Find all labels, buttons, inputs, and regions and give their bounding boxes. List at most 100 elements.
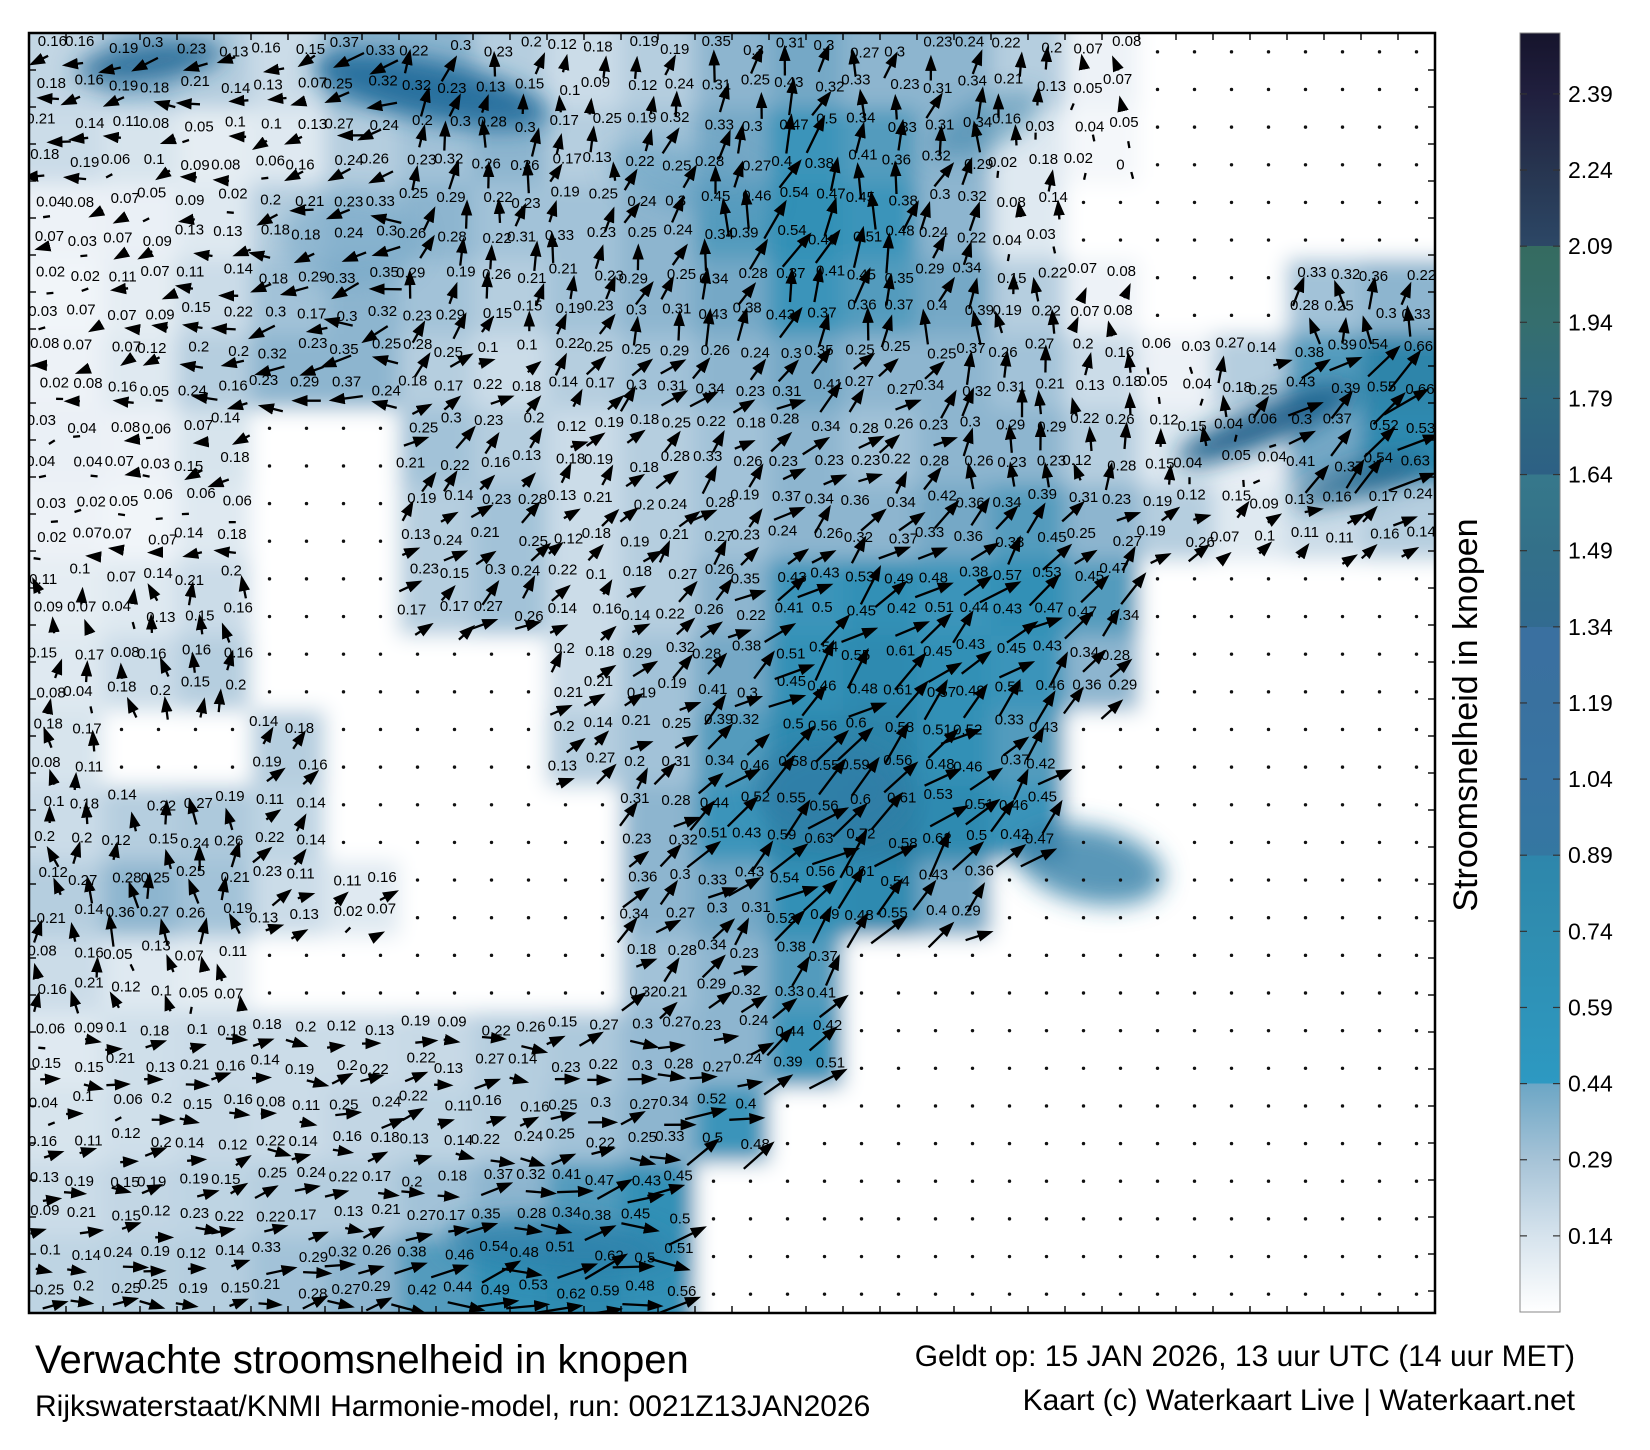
- land-grid-dot: [1340, 840, 1345, 845]
- speed-value-label: 0.17: [440, 598, 469, 615]
- land-grid-dot: [896, 1179, 901, 1183]
- speed-value-label: 0.07: [214, 985, 243, 1002]
- current-accent-blob: [1293, 453, 1427, 507]
- speed-value-label: 0.25: [927, 346, 956, 363]
- current-arrow: [924, 768, 963, 787]
- speed-value-label: 0.16: [75, 71, 104, 88]
- speed-value-label: 0.14: [251, 1051, 280, 1068]
- speed-value-label: 0.3: [337, 308, 358, 325]
- current-arrow: [778, 159, 802, 189]
- speed-value-label: 0.02: [218, 185, 247, 202]
- land-grid-dot: [267, 991, 272, 995]
- land-grid-dot: [1303, 727, 1308, 732]
- current-arrow: [220, 356, 245, 369]
- current-arrow: [570, 440, 589, 452]
- current-arrow: [1047, 308, 1060, 334]
- speed-value-label: 0.09: [145, 307, 174, 324]
- current-arrow: [962, 683, 988, 719]
- speed-value-label: 0.15: [28, 644, 57, 661]
- current-arrow: [405, 1232, 434, 1244]
- speed-value-label: 0.13: [290, 906, 319, 923]
- land-grid-dot: [600, 840, 605, 845]
- current-arrow: [627, 1073, 658, 1085]
- current-arrow: [1103, 461, 1115, 491]
- current-arrow: [774, 664, 816, 681]
- speed-value-label: 0.3: [590, 1094, 611, 1111]
- speed-value-label: 0.66: [1405, 381, 1434, 398]
- speed-value-label: 0.33: [1401, 306, 1430, 323]
- current-arrow: [634, 281, 654, 306]
- current-arrow: [1163, 463, 1176, 485]
- speed-value-label: 0.07: [175, 947, 204, 964]
- speed-value-label: 0.43: [698, 306, 727, 323]
- speed-value-label: 0.07: [107, 307, 136, 324]
- current-arrow: [485, 244, 497, 270]
- current-arrow: [776, 399, 807, 411]
- speed-value-label: 0.02: [77, 494, 106, 511]
- speed-value-label: 0.04: [36, 193, 65, 210]
- land-grid-dot: [1007, 1066, 1012, 1070]
- land-grid-dot: [1266, 690, 1271, 694]
- speed-value-label: 0.36: [1072, 677, 1101, 694]
- current-arrow: [439, 120, 451, 151]
- land-grid-dot: [1340, 1066, 1345, 1070]
- land-grid-dot: [341, 652, 346, 656]
- speed-value-label: 0.42: [928, 488, 957, 505]
- current-arrow: [1188, 366, 1194, 375]
- current-arrow: [1121, 545, 1136, 572]
- current-arrow: [238, 575, 251, 599]
- current-arrow: [621, 1222, 660, 1234]
- speed-value-label: 0.08: [65, 194, 94, 211]
- speed-value-label: 0.3: [1376, 305, 1397, 322]
- current-arrow: [181, 321, 203, 333]
- speed-value-label: 0.44: [960, 599, 989, 616]
- speed-value-label: 0.37: [884, 297, 913, 314]
- speed-value-label: 0.23: [622, 831, 651, 848]
- land-grid-dot: [711, 1217, 716, 1221]
- land-grid-dot: [1044, 1179, 1049, 1183]
- speed-value-label: 0.04: [63, 683, 92, 700]
- speed-value-label: 0.11: [109, 269, 137, 286]
- land-grid-dot: [1414, 727, 1419, 732]
- speed-value-label: 0.26: [705, 561, 734, 578]
- land-grid-dot: [1155, 878, 1160, 882]
- land-grid-dot: [1414, 1292, 1419, 1296]
- speed-value-label: 0.2: [221, 562, 242, 579]
- speed-value-label: 0.19: [627, 684, 656, 701]
- current-arrow: [895, 399, 922, 411]
- speed-value-label: 0.22: [473, 376, 502, 393]
- speed-value-label: 0.46: [1036, 677, 1065, 694]
- land-grid-dot: [933, 1254, 938, 1259]
- speed-value-label: 0.24: [514, 1128, 543, 1145]
- land-grid-dot: [341, 840, 346, 845]
- land-grid-dot: [1303, 1066, 1308, 1070]
- speed-value-label: 0.3: [450, 37, 471, 54]
- current-arrow: [217, 876, 229, 901]
- current-arrow: [659, 879, 678, 906]
- land-grid-dot: [1155, 50, 1160, 54]
- speed-value-label: 0.32: [369, 72, 398, 89]
- land-grid-dot: [1414, 803, 1419, 807]
- current-arrow: [159, 656, 172, 677]
- speed-value-label: 0.25: [628, 224, 657, 241]
- current-arrow: [88, 205, 106, 218]
- speed-value-label: 0.2: [554, 640, 575, 657]
- current-arrow: [663, 957, 680, 983]
- land-grid-dot: [378, 501, 383, 506]
- current-arrow: [912, 879, 937, 911]
- current-arrow: [486, 1115, 507, 1127]
- land-grid-dot: [1155, 313, 1160, 318]
- land-grid-dot: [822, 1104, 827, 1108]
- current-arrow: [142, 353, 161, 366]
- current-arrow: [475, 550, 497, 566]
- speed-value-label: 0.27: [1113, 533, 1142, 550]
- speed-value-label: 0.16: [285, 156, 314, 173]
- current-arrow: [711, 429, 725, 453]
- current-arrow: [1252, 479, 1261, 485]
- current-arrow: [970, 542, 1000, 561]
- speed-value-label: 0.14: [174, 525, 203, 542]
- current-arrow: [850, 756, 880, 797]
- current-arrow: [702, 307, 715, 347]
- land-grid-dot: [267, 690, 272, 694]
- current-arrow: [74, 508, 82, 514]
